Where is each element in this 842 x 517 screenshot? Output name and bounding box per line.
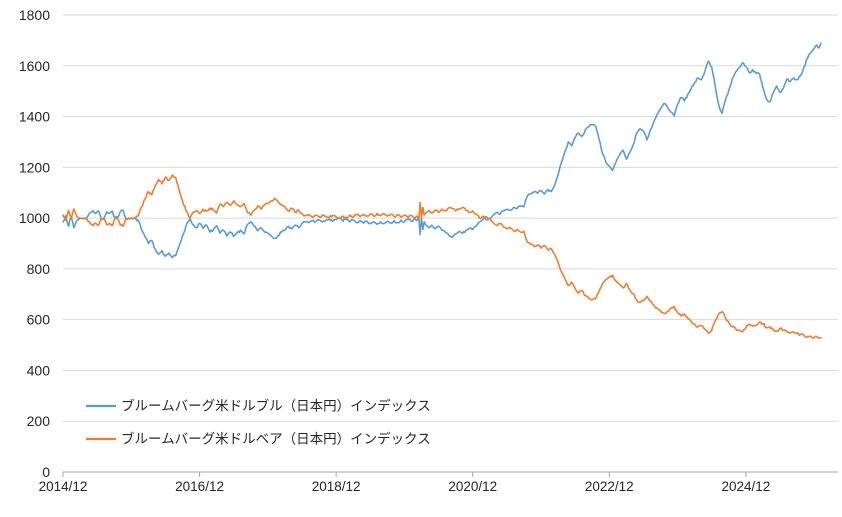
y-axis-label-0: 0 [42, 464, 50, 480]
y-axis-label-200: 200 [27, 413, 51, 429]
x-axis-label-1: 2016/12 [175, 479, 224, 494]
x-axis-label-3: 2020/12 [448, 479, 497, 494]
gridlines [63, 14, 838, 422]
y-axis-labels: 0 200 400 600 800 1000 1200 1400 1600 1800 [19, 7, 50, 480]
legend-item-bull: ブルームバーグ米ドルブル（日本円）インデックス [86, 398, 431, 414]
y-axis-label-1800: 1800 [19, 7, 50, 23]
series-line-bear [62, 174, 822, 340]
x-axis-labels: 2014/12 2016/12 2018/12 2020/12 2022/12 2024/… [39, 479, 771, 494]
series-line-bull [62, 42, 822, 259]
legend-label-bear: ブルームバーグ米ドルベア（日本円）インデックス [121, 431, 431, 447]
x-axis-label-4: 2022/12 [585, 479, 634, 494]
y-axis-label-400: 400 [27, 362, 51, 378]
y-axis-label-1000: 1000 [19, 210, 50, 226]
legend: ブルームバーグ米ドルブル（日本円）インデックスブルームバーグ米ドルベア（日本円）… [86, 398, 431, 447]
legend-item-bear: ブルームバーグ米ドルベア（日本円）インデックス [86, 431, 431, 447]
x-axis-label-0: 2014/12 [39, 479, 88, 494]
y-axis-label-1400: 1400 [19, 109, 50, 125]
y-axis-label-600: 600 [27, 312, 51, 328]
y-axis-label-800: 800 [27, 261, 51, 277]
x-axis-label-2: 2018/12 [312, 479, 361, 494]
legend-label-bull: ブルームバーグ米ドルブル（日本円）インデックス [121, 398, 431, 414]
x-axis-label-5: 2024/12 [721, 479, 770, 494]
series-lines [62, 42, 822, 340]
y-axis-label-1600: 1600 [19, 58, 50, 74]
y-axis-label-1200: 1200 [19, 159, 50, 175]
x-axis-line [62, 471, 838, 477]
